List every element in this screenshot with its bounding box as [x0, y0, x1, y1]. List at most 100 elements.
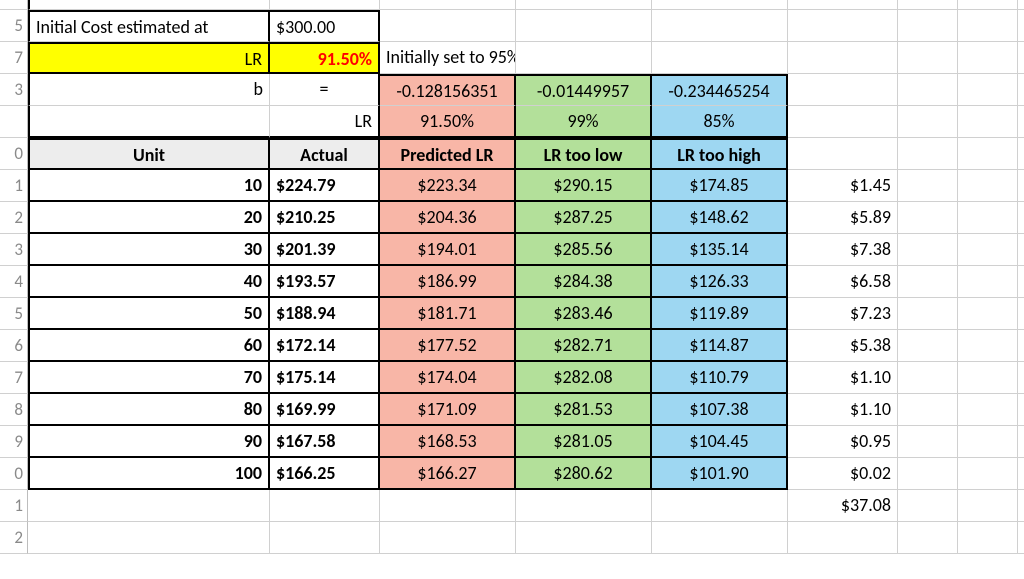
grid-cell[interactable]	[788, 522, 898, 554]
data-actual[interactable]: $224.79	[270, 170, 380, 202]
grid-cell[interactable]	[1018, 202, 1024, 234]
data-predicted[interactable]: $223.34	[380, 170, 516, 202]
grid-cell[interactable]	[958, 458, 1018, 490]
data-predicted[interactable]: $177.52	[380, 330, 516, 362]
grid-cell[interactable]	[270, 0, 380, 10]
col-header-unit[interactable]: Unit	[28, 138, 270, 170]
data-diff[interactable]: $1.10	[788, 394, 898, 426]
initial-cost-value[interactable]: $300.00	[270, 10, 380, 42]
data-diff[interactable]: $0.02	[788, 458, 898, 490]
grid-cell[interactable]	[1018, 458, 1024, 490]
grid-cell[interactable]	[1018, 0, 1024, 10]
grid-cell[interactable]	[516, 522, 652, 554]
grid-cell[interactable]	[958, 426, 1018, 458]
grid-cell[interactable]	[958, 330, 1018, 362]
data-predicted[interactable]: $186.99	[380, 266, 516, 298]
grid-cell[interactable]	[788, 0, 898, 10]
data-unit[interactable]: 40	[28, 266, 270, 298]
grid-cell[interactable]	[958, 106, 1018, 138]
data-low[interactable]: $287.25	[516, 202, 652, 234]
data-low[interactable]: $290.15	[516, 170, 652, 202]
data-low[interactable]: $281.53	[516, 394, 652, 426]
grid-cell[interactable]	[958, 138, 1018, 170]
grid-cell[interactable]	[1018, 394, 1024, 426]
b-value-high[interactable]: -0.234465254	[652, 74, 788, 106]
data-unit[interactable]: 30	[28, 234, 270, 266]
col-header-high[interactable]: LR too high	[652, 138, 788, 170]
b-value-low[interactable]: -0.01449957	[516, 74, 652, 106]
grid-cell[interactable]	[898, 170, 958, 202]
lr-value[interactable]: 91.50%	[270, 42, 380, 74]
grid-cell[interactable]	[898, 458, 958, 490]
grid-cell[interactable]	[788, 106, 898, 138]
total-diff[interactable]: $37.08	[788, 490, 898, 522]
b-equals[interactable]: =	[270, 74, 380, 106]
grid-cell[interactable]	[898, 138, 958, 170]
data-predicted[interactable]: $174.04	[380, 362, 516, 394]
data-actual[interactable]: $169.99	[270, 394, 380, 426]
grid-cell[interactable]	[898, 42, 958, 74]
data-unit[interactable]: 50	[28, 298, 270, 330]
data-diff[interactable]: $5.89	[788, 202, 898, 234]
grid-cell[interactable]	[958, 10, 1018, 42]
data-unit[interactable]: 100	[28, 458, 270, 490]
grid-cell[interactable]	[1018, 10, 1024, 42]
data-high[interactable]: $135.14	[652, 234, 788, 266]
grid-cell[interactable]	[1018, 298, 1024, 330]
grid-cell[interactable]	[1018, 266, 1024, 298]
data-predicted[interactable]: $166.27	[380, 458, 516, 490]
spreadsheet[interactable]: 5 Initial Cost estimated at $300.00 7 LR…	[0, 0, 1024, 554]
grid-cell[interactable]	[958, 234, 1018, 266]
grid-cell[interactable]	[898, 106, 958, 138]
grid-cell[interactable]	[1018, 106, 1024, 138]
grid-cell[interactable]	[1018, 234, 1024, 266]
data-actual[interactable]: $201.39	[270, 234, 380, 266]
grid-cell[interactable]	[1018, 170, 1024, 202]
grid-cell[interactable]	[652, 42, 788, 74]
grid-cell[interactable]	[958, 394, 1018, 426]
grid-cell[interactable]	[380, 10, 516, 42]
data-low[interactable]: $285.56	[516, 234, 652, 266]
grid-cell[interactable]	[958, 0, 1018, 10]
grid-cell[interactable]	[28, 106, 270, 138]
data-diff[interactable]: $7.38	[788, 234, 898, 266]
col-header-low[interactable]: LR too low	[516, 138, 652, 170]
data-high[interactable]: $114.87	[652, 330, 788, 362]
data-actual[interactable]: $210.25	[270, 202, 380, 234]
data-actual[interactable]: $166.25	[270, 458, 380, 490]
data-low[interactable]: $283.46	[516, 298, 652, 330]
grid-cell[interactable]	[652, 522, 788, 554]
grid-cell[interactable]	[958, 298, 1018, 330]
data-diff[interactable]: $5.38	[788, 330, 898, 362]
grid-cell[interactable]	[1018, 426, 1024, 458]
data-unit[interactable]: 70	[28, 362, 270, 394]
data-diff[interactable]: $0.95	[788, 426, 898, 458]
data-high[interactable]: $126.33	[652, 266, 788, 298]
grid-cell[interactable]	[380, 490, 516, 522]
grid-cell[interactable]	[1018, 74, 1024, 106]
grid-cell[interactable]	[898, 234, 958, 266]
grid-cell[interactable]	[898, 202, 958, 234]
grid-cell[interactable]	[1018, 362, 1024, 394]
grid-cell[interactable]	[788, 42, 898, 74]
grid-cell[interactable]	[898, 0, 958, 10]
data-actual[interactable]: $188.94	[270, 298, 380, 330]
lr-note[interactable]: Initially set to 95%	[380, 42, 516, 74]
data-predicted[interactable]: $194.01	[380, 234, 516, 266]
grid-cell[interactable]	[788, 10, 898, 42]
grid-cell[interactable]	[1018, 42, 1024, 74]
grid-cell[interactable]	[958, 522, 1018, 554]
grid-cell[interactable]	[516, 0, 652, 10]
grid-cell[interactable]	[898, 394, 958, 426]
lr-row-pred[interactable]: 91.50%	[380, 106, 516, 138]
b-label[interactable]: b	[28, 74, 270, 106]
grid-cell[interactable]	[516, 42, 652, 74]
data-low[interactable]: $282.08	[516, 362, 652, 394]
data-diff[interactable]: $6.58	[788, 266, 898, 298]
data-low[interactable]: $282.71	[516, 330, 652, 362]
grid-cell[interactable]	[28, 490, 270, 522]
data-high[interactable]: $119.89	[652, 298, 788, 330]
data-unit[interactable]: 90	[28, 426, 270, 458]
grid-cell[interactable]	[1018, 138, 1024, 170]
lr-label[interactable]: LR	[28, 42, 270, 74]
